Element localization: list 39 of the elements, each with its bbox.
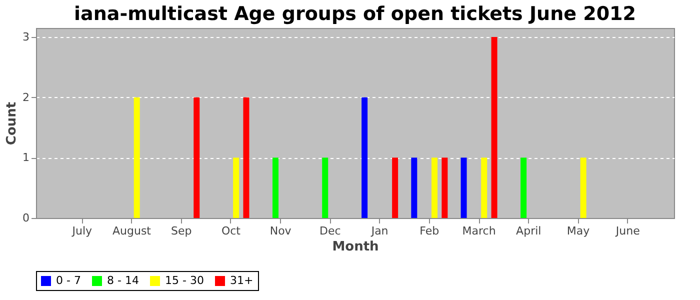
bar (362, 97, 368, 218)
bar (194, 97, 200, 218)
x-tick-label: Nov (270, 224, 292, 238)
bar (442, 158, 448, 218)
bar (580, 158, 586, 218)
bar (432, 158, 438, 218)
x-tick-label: Sep (170, 224, 192, 238)
x-tick-label: Oct (221, 224, 242, 238)
chart-title: iana-multicast Age groups of open tickets June 2012 (74, 3, 636, 25)
y-axis-title: Count (4, 102, 20, 146)
bar (322, 158, 328, 218)
legend-label: 15 - 30 (165, 274, 204, 287)
bar (411, 158, 418, 218)
y-tick-label: 0 (22, 212, 30, 224)
bar (272, 158, 278, 218)
legend-label: 31+ (230, 274, 254, 287)
bar (491, 37, 498, 218)
bar (460, 158, 467, 218)
legend-label: 8 - 14 (107, 274, 139, 287)
bar (392, 158, 398, 218)
x-tick-label: July (71, 224, 93, 238)
bar (243, 97, 250, 218)
bar (233, 158, 240, 218)
y-tick-label: 1 (22, 151, 30, 164)
y-tick-label: 3 (22, 30, 30, 44)
x-axis-title: Month (332, 240, 379, 254)
bar (134, 97, 140, 218)
x-tick-label: Feb (420, 224, 440, 238)
x-tick-label: April (516, 224, 542, 238)
x-tick-label: August (112, 224, 152, 238)
x-tick-label: March (462, 224, 496, 238)
legend-label: 0 - 7 (56, 274, 81, 287)
y-tick-label: 2 (22, 90, 30, 104)
x-tick-label: Jan (370, 224, 388, 238)
bar (520, 158, 527, 218)
bar (481, 158, 488, 218)
x-tick-label: June (614, 224, 640, 238)
x-tick-label: May (566, 224, 590, 238)
x-tick-label: Dec (320, 224, 341, 238)
